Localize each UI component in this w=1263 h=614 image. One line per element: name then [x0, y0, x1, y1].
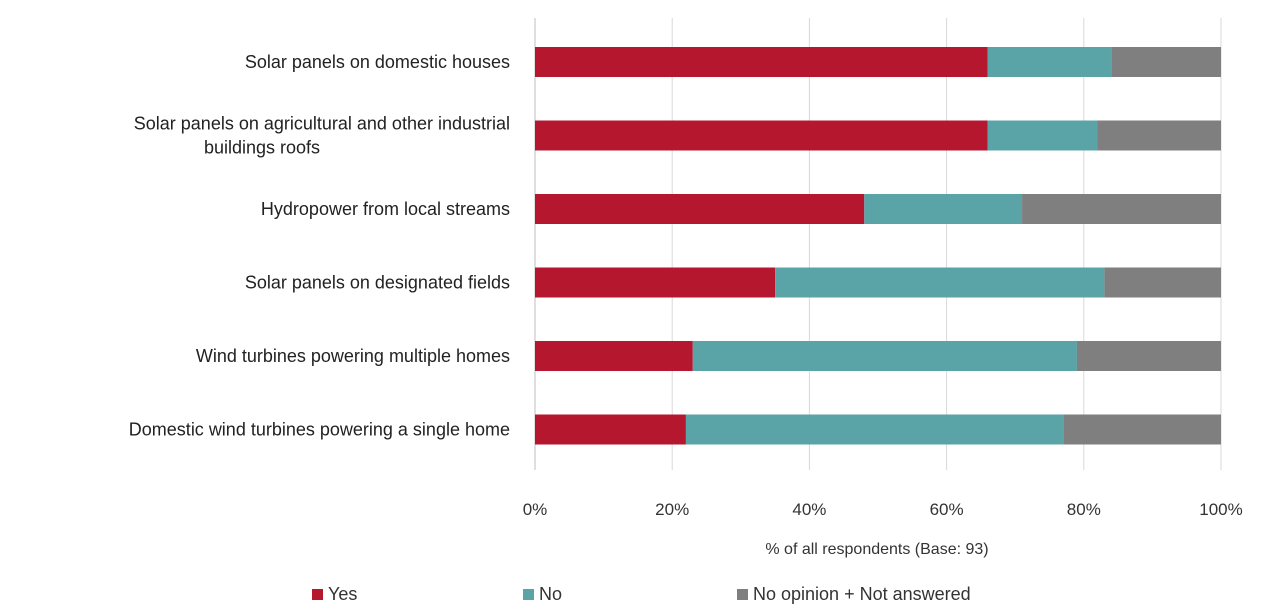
bar-segment [864, 194, 1023, 224]
x-tick-label: 80% [1067, 500, 1101, 519]
x-axis-title: % of all respondents (Base: 93) [765, 541, 988, 558]
bar-segment [535, 194, 865, 224]
x-tick-label: 0% [523, 500, 548, 519]
legend: Yes No No opinion + Not answered [312, 584, 971, 604]
legend-label: No opinion + Not answered [753, 584, 971, 604]
category-labels: Solar panels on domestic houses Solar pan… [129, 52, 510, 440]
x-tick-label: 100% [1199, 500, 1242, 519]
bar-segment [535, 267, 776, 298]
x-tick-label: 60% [930, 500, 964, 519]
bar-segment [535, 341, 693, 371]
category-label: Wind turbines powering multiple homes [196, 346, 510, 366]
bar-segment [685, 414, 1064, 445]
legend-swatch [523, 589, 534, 600]
bar-segment [1111, 47, 1221, 77]
legend-swatch [737, 589, 748, 600]
category-label: Solar panels on designated fields [245, 273, 510, 293]
category-label: Solar panels on domestic houses [245, 52, 510, 72]
bar-segment [535, 47, 988, 77]
legend-label: Yes [328, 584, 357, 604]
category-label: Domestic wind turbines powering a single… [129, 420, 510, 440]
bar-segment [1076, 341, 1221, 371]
category-label: Hydropower from local streams [261, 199, 510, 219]
bar-segment [1022, 194, 1221, 224]
legend-label: No [539, 584, 562, 604]
bar-segment [987, 47, 1112, 77]
legend-swatch [312, 589, 323, 600]
bar-segment [1063, 414, 1221, 445]
bar-segment [775, 267, 1105, 298]
bar-segment [987, 120, 1098, 151]
bar-segment [535, 120, 988, 151]
bar-segment [692, 341, 1077, 371]
bar-segment [535, 414, 686, 445]
category-label: Solar panels on agricultural and other i… [134, 114, 510, 158]
bar-segment [1104, 267, 1221, 298]
x-tick-label: 40% [792, 500, 826, 519]
bars [535, 47, 1221, 445]
x-tick-label: 20% [655, 500, 689, 519]
gridlines [534, 18, 1222, 470]
bar-segment [1097, 120, 1221, 151]
x-axis-ticks: 0% 20% 40% 60% 80% 100% [523, 500, 1243, 519]
